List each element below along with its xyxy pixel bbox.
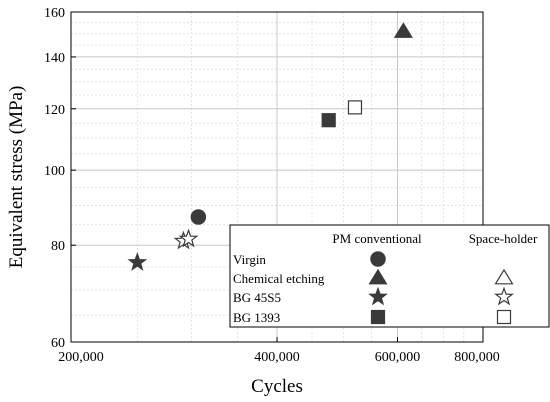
legend-label-bg-45s5: BG 45S5 xyxy=(233,290,281,305)
x-tick-label: 200,000 xyxy=(58,350,104,365)
point-pm-conventional-bg-45s5 xyxy=(127,252,148,271)
x-tick-label: 600,000 xyxy=(375,350,421,365)
legend-marker-pm-bg-45s5 xyxy=(368,286,388,306)
data-points xyxy=(127,22,413,271)
legend-label-bg-1393: BG 1393 xyxy=(233,310,280,325)
point-space-holder-bg-45s5 xyxy=(178,228,199,248)
axis-ticks: 200,000 400,000 600,000 800,000 60 80 100 120 14… xyxy=(44,6,500,365)
grid xyxy=(70,11,484,343)
legend-box xyxy=(229,224,550,328)
x-axis-title: Cycles xyxy=(251,376,303,397)
legend-marker-pm-virgin xyxy=(370,251,386,267)
y-tick-label: 140 xyxy=(44,51,65,66)
point-pm-conventional-virgin xyxy=(190,209,207,225)
y-tick-label: 80 xyxy=(51,239,65,254)
x-tick-label: 400,000 xyxy=(254,350,300,365)
y-tick-label: 60 xyxy=(51,336,65,351)
legend-header-space-holder: Space-holder xyxy=(469,231,538,246)
y-axis-title: Equivalent stress (MPa) xyxy=(6,86,27,269)
point-space-holder-bg-1393 xyxy=(347,100,363,115)
point-pm-conventional-bg-1393 xyxy=(321,113,336,128)
legend: PM conventional Space-holder Virgin Chemica… xyxy=(229,224,550,328)
legend-marker-space-holder-bg-45s5 xyxy=(494,286,514,306)
point-pm-conventional-chemical-etching xyxy=(393,22,413,38)
plot-frame xyxy=(70,11,484,343)
y-tick-label: 120 xyxy=(44,103,65,118)
legend-marker-space-holder-bg-1393 xyxy=(496,309,512,325)
legend-marker-space-holder-chemical-etching xyxy=(494,268,514,285)
y-tick-label: 160 xyxy=(44,6,65,21)
y-tick-label: 100 xyxy=(44,164,65,179)
legend-marker-pm-chemical-etching xyxy=(368,268,388,285)
legend-label-chemical-etching: Chemical etching xyxy=(233,271,325,286)
legend-header-pm-conventional: PM conventional xyxy=(332,231,422,246)
legend-marker-pm-bg-1393 xyxy=(370,309,386,325)
legend-label-virgin: Virgin xyxy=(233,252,266,267)
x-tick-label: 800,000 xyxy=(454,350,500,365)
